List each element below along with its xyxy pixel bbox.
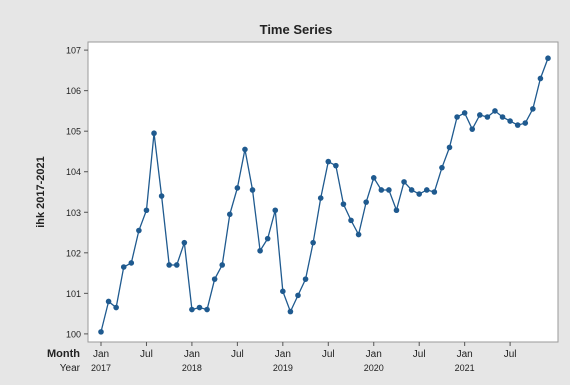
data-point [204,306,210,313]
x-month-label: Jul [140,349,153,360]
x-month-label: Jul [504,349,517,360]
y-axis-label: ihk 2017-2021 [35,156,47,228]
data-point [211,276,218,282]
data-point [98,329,104,335]
data-point [401,179,407,185]
data-point [492,108,498,114]
data-point [340,201,347,207]
y-tick-label: 105 [66,127,81,137]
data-point [454,114,460,120]
x-month-label: Jan [457,349,473,360]
y-axis: 100 101 102 103 104 105 106 107 [66,46,88,339]
data-point [545,55,551,62]
x-year-label: 2020 [364,363,384,373]
data-point [469,126,476,132]
x-axis-year-row-label: Year [60,363,81,374]
data-point [522,120,529,126]
data-point [477,112,483,118]
x-month-label: Jul [231,349,244,360]
data-point [302,276,309,282]
data-point [514,122,521,128]
data-point [226,211,233,218]
y-tick-label: 101 [66,289,81,299]
x-year-label: 2019 [273,363,293,373]
data-point [257,247,263,254]
data-point [173,262,180,268]
data-point [333,162,339,169]
x-month-label: Jan [93,349,109,360]
x-month-label: Jul [413,349,426,360]
y-tick-label: 107 [66,46,81,56]
data-point [143,207,150,214]
x-year-label: 2021 [455,363,475,373]
data-point [355,231,362,238]
data-point [484,114,491,120]
x-month-label: Jan [275,349,291,360]
plot-area [87,41,559,343]
x-axis-month-row-label: Month [47,348,80,360]
data-point [416,191,423,197]
data-point [219,262,226,268]
data-point [196,304,203,311]
data-point [249,187,256,193]
x-axis: Jan Jul Jan Jul Jan Jul Jan Jul Jan Jul 2017 2018 20… [91,342,517,373]
data-point [530,106,536,112]
x-year-label: 2017 [91,363,111,373]
data-point [105,298,112,305]
data-point [120,264,127,270]
data-point [325,158,332,165]
data-point [439,164,445,171]
data-point [446,144,453,151]
data-point [128,260,135,266]
data-point [507,118,513,124]
x-year-label: 2018 [182,363,202,373]
data-point [158,193,165,199]
data-point [461,110,468,116]
data-point [431,189,438,195]
data-point [378,187,385,193]
series-layer [98,55,551,335]
data-point [242,146,248,153]
chart-title: Time Series [260,22,333,37]
y-tick-label: 100 [66,329,81,339]
data-point [189,306,195,313]
data-point [499,114,506,120]
data-point [272,207,279,214]
data-point [151,130,157,137]
data-point [136,227,142,234]
data-point [280,288,286,295]
data-point [537,75,544,82]
data-point [317,195,324,201]
data-point [363,199,369,205]
x-month-label: Jul [322,349,335,360]
y-tick-label: 106 [66,86,81,96]
data-point [386,187,392,193]
data-point [166,262,172,268]
data-point [310,239,316,246]
data-point [287,308,294,315]
data-point [393,207,400,214]
data-point [113,304,119,311]
data-point [408,187,415,193]
x-month-label: Jan [184,349,200,360]
data-point [370,175,377,181]
x-month-label: Jan [366,349,382,360]
data-point [234,185,241,191]
data-point [423,187,430,193]
data-point [264,235,271,242]
data-point [295,292,301,299]
y-tick-label: 103 [66,208,81,218]
data-point [181,239,188,246]
y-tick-label: 102 [66,248,81,258]
data-point [348,217,354,224]
y-tick-label: 104 [66,167,81,177]
